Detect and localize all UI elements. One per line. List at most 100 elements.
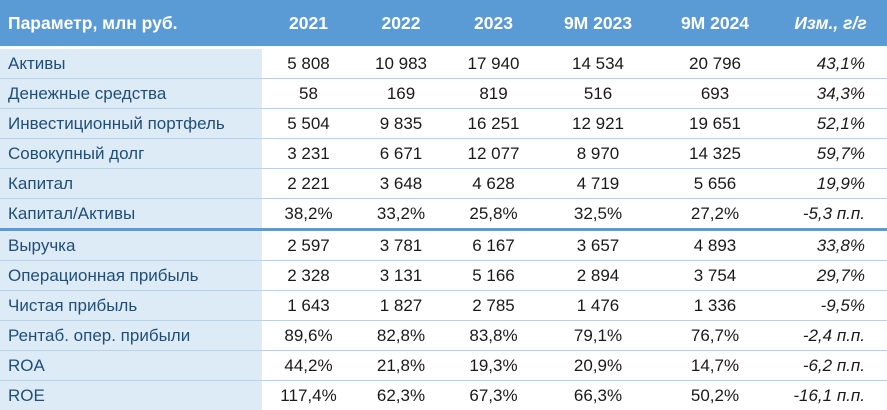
header-row: Параметр, млн руб. 2021 2022 2023 9M 202… <box>0 0 887 48</box>
row-value: 3 231 <box>262 139 355 169</box>
row-value: 8 970 <box>540 139 656 169</box>
row-value: 4 719 <box>540 169 656 199</box>
row-value: 2 221 <box>262 169 355 199</box>
row-label: Активы <box>0 48 262 79</box>
row-label: Инвестиционный портфель <box>0 109 262 139</box>
row-value: 19,3% <box>447 351 540 381</box>
row-value: 4 893 <box>656 230 774 261</box>
header-9m-2024: 9M 2024 <box>656 0 774 48</box>
row-value: 1 336 <box>656 291 774 321</box>
header-2021: 2021 <box>262 0 355 48</box>
row-value: 12 077 <box>447 139 540 169</box>
row-value: 10 983 <box>355 48 447 79</box>
header-9m-2023: 9M 2023 <box>540 0 656 48</box>
row-value: 5 166 <box>447 261 540 291</box>
row-value: 2 785 <box>447 291 540 321</box>
row-label: Капитал/Активы <box>0 199 262 230</box>
row-value: 83,8% <box>447 321 540 351</box>
row-value: 14 325 <box>656 139 774 169</box>
row-value: 32,5% <box>540 199 656 230</box>
row-value: 76,7% <box>656 321 774 351</box>
row-value: 3 754 <box>656 261 774 291</box>
row-value: 516 <box>540 79 656 109</box>
row-value: 79,1% <box>540 321 656 351</box>
row-change: 19,9% <box>774 169 887 199</box>
row-label: ROA <box>0 351 262 381</box>
row-value: 1 827 <box>355 291 447 321</box>
row-value: 62,3% <box>355 381 447 410</box>
row-change: 33,8% <box>774 230 887 261</box>
row-value: 12 921 <box>540 109 656 139</box>
row-change: 29,7% <box>774 261 887 291</box>
row-value: 169 <box>355 79 447 109</box>
row-value: 16 251 <box>447 109 540 139</box>
row-value: 3 657 <box>540 230 656 261</box>
table-header: Параметр, млн руб. 2021 2022 2023 9M 202… <box>0 0 887 48</box>
row-value: 20,9% <box>540 351 656 381</box>
row-value: 25,8% <box>447 199 540 230</box>
row-label: Капитал <box>0 169 262 199</box>
row-value: 67,3% <box>447 381 540 410</box>
row-value: 50,2% <box>656 381 774 410</box>
row-value: 5 656 <box>656 169 774 199</box>
row-change: 34,3% <box>774 79 887 109</box>
row-label: Операционная прибыль <box>0 261 262 291</box>
row-value: 6 167 <box>447 230 540 261</box>
row-label: Чистая прибыль <box>0 291 262 321</box>
row-value: 58 <box>262 79 355 109</box>
row-value: 14 534 <box>540 48 656 79</box>
row-value: 9 835 <box>355 109 447 139</box>
row-change: -5,3 п.п. <box>774 199 887 230</box>
row-value: 693 <box>656 79 774 109</box>
row-label: Рентаб. опер. прибыли <box>0 321 262 351</box>
row-value: 3 131 <box>355 261 447 291</box>
row-label: Выручка <box>0 230 262 261</box>
row-value: 4 628 <box>447 169 540 199</box>
row-value: 19 651 <box>656 109 774 139</box>
row-value: 66,3% <box>540 381 656 410</box>
row-change: -16,1 п.п. <box>774 381 887 410</box>
row-change: -6,2 п.п. <box>774 351 887 381</box>
row-value: 2 328 <box>262 261 355 291</box>
row-change: 59,7% <box>774 139 887 169</box>
row-value: 6 671 <box>355 139 447 169</box>
row-label: Денежные средства <box>0 79 262 109</box>
row-change: -9,5% <box>774 291 887 321</box>
header-2023: 2023 <box>447 0 540 48</box>
row-value: 2 894 <box>540 261 656 291</box>
row-change: 43,1% <box>774 48 887 79</box>
row-change: 52,1% <box>774 109 887 139</box>
row-value: 3 648 <box>355 169 447 199</box>
row-value: 14,7% <box>656 351 774 381</box>
row-value: 17 940 <box>447 48 540 79</box>
row-value: 1 476 <box>540 291 656 321</box>
row-value: 5 504 <box>262 109 355 139</box>
row-value: 1 643 <box>262 291 355 321</box>
row-value: 82,8% <box>355 321 447 351</box>
row-change: -2,4 п.п. <box>774 321 887 351</box>
row-value: 44,2% <box>262 351 355 381</box>
header-parameter: Параметр, млн руб. <box>0 0 262 48</box>
row-label: Совокупный долг <box>0 139 262 169</box>
header-change-yoy: Изм., г/г <box>774 0 887 48</box>
row-value: 117,4% <box>262 381 355 410</box>
row-value: 819 <box>447 79 540 109</box>
row-value: 38,2% <box>262 199 355 230</box>
row-value: 27,2% <box>656 199 774 230</box>
header-2022: 2022 <box>355 0 447 48</box>
row-value: 21,8% <box>355 351 447 381</box>
row-value: 2 597 <box>262 230 355 261</box>
